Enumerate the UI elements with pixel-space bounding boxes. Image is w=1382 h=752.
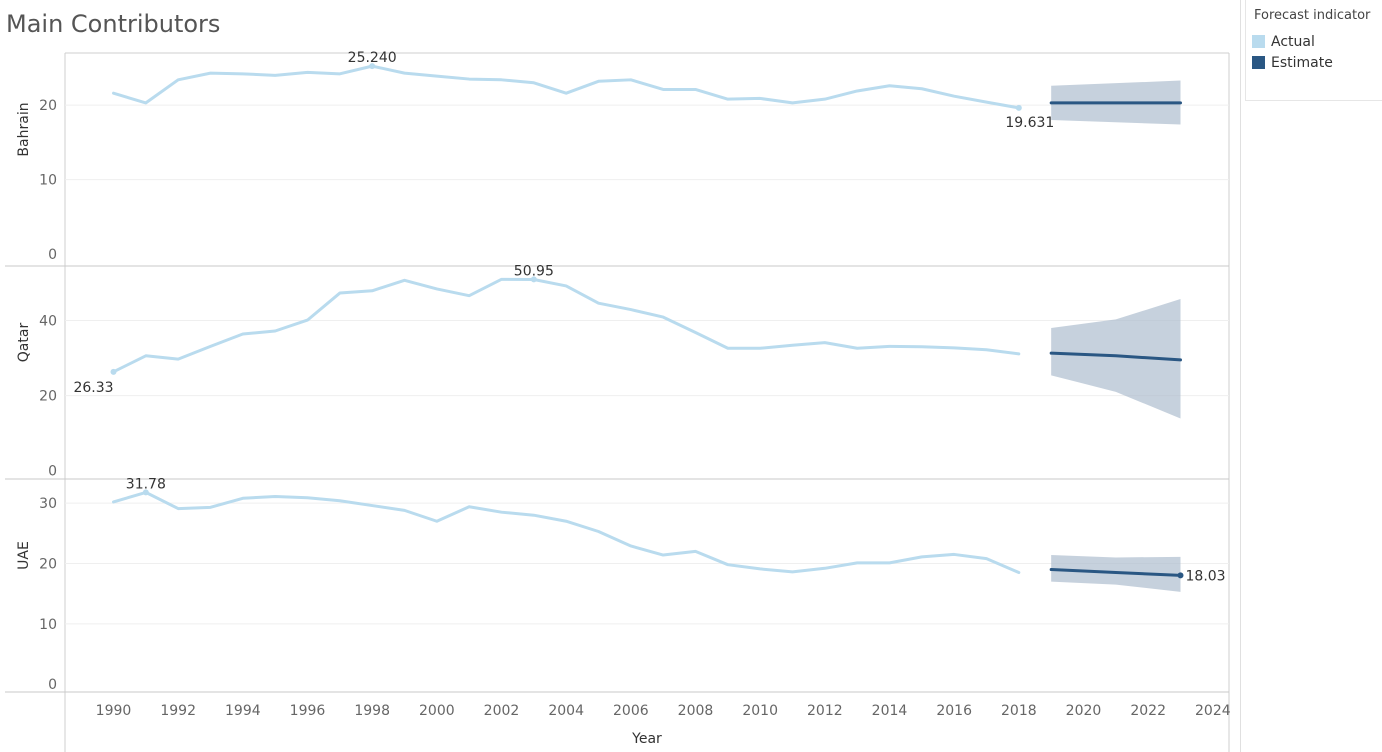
- x-tick-label: 1998: [354, 703, 390, 719]
- y-tick-label-qatar: 20: [39, 389, 57, 405]
- line-chart: 0 10 20 Bahrain 25.240 19.631 0 20 40 Qatar 50.95 2…: [5, 50, 1231, 752]
- actual-line-bahrain: [112, 64, 1021, 110]
- data-point-bahrain-0: [369, 63, 376, 70]
- data-point-bahrain-1: [1015, 104, 1022, 111]
- y-tick-label-bahrain: 0: [48, 247, 57, 263]
- x-tick-label: 2012: [807, 703, 843, 719]
- data-point-qatar-0: [530, 276, 537, 283]
- x-tick-label: 1994: [225, 703, 261, 719]
- data-point-uae-1: [1177, 572, 1184, 579]
- x-tick-label: 2006: [613, 703, 649, 719]
- x-tick-label: 2016: [936, 703, 972, 719]
- forecast-band-qatar: [1051, 299, 1181, 419]
- y-tick-label-uae: 30: [39, 496, 57, 512]
- data-point-qatar-1: [110, 368, 117, 375]
- estimate-line-uae: [1049, 568, 1182, 577]
- legend-item-estimate[interactable]: Estimate: [1252, 55, 1333, 73]
- legend-title: Forecast indicator: [1254, 8, 1371, 23]
- x-tick-label: 2004: [548, 703, 584, 719]
- actual-line-uae: [112, 490, 1021, 575]
- data-point-uae-0: [142, 489, 149, 496]
- data-label-qatar-1: 26.33: [73, 380, 113, 396]
- x-tick-label: 2014: [872, 703, 908, 719]
- legend-item-actual[interactable]: Actual: [1252, 34, 1315, 52]
- panel-divider: [1240, 0, 1241, 752]
- x-tick-label: 2018: [1001, 703, 1037, 719]
- y-tick-label-uae: 20: [39, 556, 57, 572]
- legend-swatch-estimate: [1252, 56, 1265, 69]
- data-label-qatar-0: 50.95: [514, 263, 554, 279]
- y-tick-label-bahrain: 20: [39, 98, 57, 114]
- page-title: Main Contributors: [6, 10, 221, 38]
- x-tick-label: 1992: [160, 703, 196, 719]
- legend-label-estimate: Estimate: [1271, 55, 1333, 71]
- estimate-line-qatar: [1049, 351, 1182, 362]
- x-tick-label: 1996: [290, 703, 326, 719]
- panel-label-bahrain: Bahrain: [16, 102, 32, 156]
- data-label-bahrain-0: 25.240: [348, 50, 397, 66]
- x-axis-title: Year: [631, 731, 662, 747]
- data-label-uae-0: 31.78: [126, 476, 166, 492]
- y-tick-label-bahrain: 10: [39, 173, 57, 189]
- panel-label-uae: UAE: [16, 541, 32, 570]
- actual-line-qatar: [112, 277, 1021, 374]
- legend: Forecast indicator Actual Estimate: [1245, 0, 1382, 101]
- x-tick-label: 2020: [1066, 703, 1102, 719]
- y-tick-label-uae: 0: [48, 677, 57, 693]
- y-tick-label-qatar: 40: [39, 313, 57, 329]
- legend-label-actual: Actual: [1271, 34, 1315, 50]
- x-tick-label: 2024: [1195, 703, 1231, 719]
- x-tick-label: 2008: [678, 703, 714, 719]
- x-tick-label: 2000: [419, 703, 455, 719]
- panel-label-qatar: Qatar: [16, 323, 32, 363]
- x-tick-label: 1990: [96, 703, 132, 719]
- x-tick-label: 2002: [484, 703, 520, 719]
- data-label-bahrain-1: 19.631: [1005, 115, 1054, 131]
- y-tick-label-uae: 10: [39, 617, 57, 633]
- x-tick-label: 2010: [742, 703, 778, 719]
- y-tick-label-qatar: 0: [48, 464, 57, 480]
- x-tick-label: 2022: [1130, 703, 1166, 719]
- legend-swatch-actual: [1252, 35, 1265, 48]
- data-label-uae-1: 18.03: [1186, 568, 1226, 584]
